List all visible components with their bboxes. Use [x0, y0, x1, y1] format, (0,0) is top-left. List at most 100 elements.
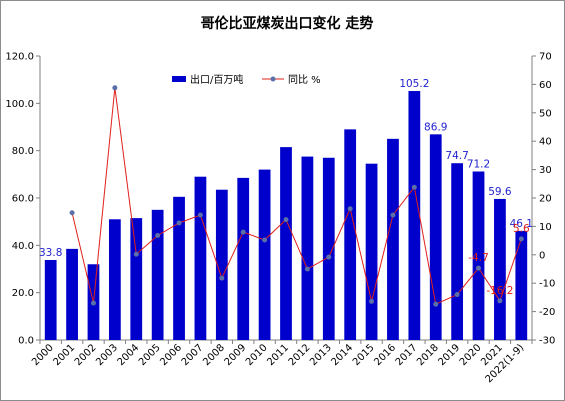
line-point	[283, 217, 289, 223]
line-point	[347, 206, 353, 212]
x-tick-label: 2007	[180, 342, 206, 368]
x-tick-label: 2005	[137, 342, 163, 368]
y-right-tick-label: 50	[539, 108, 552, 119]
bar-series	[44, 91, 528, 340]
y-left-tick-label: 0.0	[18, 336, 34, 347]
line-point	[176, 220, 182, 226]
y-left-tick-label: 80.0	[12, 146, 34, 157]
line-point	[240, 229, 246, 235]
bar	[365, 163, 378, 340]
bar	[301, 156, 314, 340]
bar-value-label: 46.1	[510, 218, 533, 230]
bar	[44, 260, 57, 340]
bar	[237, 177, 250, 340]
x-tick-label: 2013	[308, 342, 334, 368]
x-tick-label: 2008	[201, 342, 227, 368]
line-value-label: -4.7	[468, 252, 489, 264]
bar-value-label: 59.6	[488, 186, 512, 198]
y-left-tick-label: 100.0	[5, 99, 34, 110]
bar	[130, 218, 143, 340]
line-point	[197, 212, 203, 218]
line-point	[262, 237, 268, 243]
bar	[280, 147, 292, 340]
legend-bar-swatch	[172, 76, 186, 82]
y-right-tick-label: -30	[539, 336, 555, 347]
legend-line-marker	[270, 76, 276, 82]
bar-value-label: 74.7	[445, 150, 468, 162]
bar	[66, 248, 78, 340]
line-point	[304, 266, 310, 272]
line-point	[411, 184, 417, 190]
legend: 出口/百万吨 同比 %	[172, 73, 321, 86]
y-left-tick-label: 120.0	[5, 52, 34, 63]
bar	[173, 196, 185, 340]
bar	[108, 219, 121, 340]
line-value-label: 5.6	[513, 223, 530, 235]
line-value-label: -16.2	[486, 285, 513, 297]
line-point	[454, 292, 460, 298]
line-point	[390, 212, 396, 218]
bar	[451, 163, 464, 340]
bar	[215, 189, 228, 340]
y-right-tick-label: 70	[539, 52, 552, 63]
y-right-tick-label: 60	[539, 80, 552, 91]
bar	[472, 171, 485, 340]
bar	[515, 230, 528, 340]
line-point	[369, 298, 375, 304]
bar	[194, 176, 207, 340]
bar-value-label: 33.8	[39, 247, 62, 259]
bar-value-label: 86.9	[424, 121, 447, 133]
y-right-tick-label: -10	[539, 279, 555, 290]
legend-bar-label: 出口/百万吨	[190, 73, 243, 86]
x-tick-label: 2020	[458, 342, 484, 368]
x-tick-label: 2002	[73, 342, 99, 368]
x-tick-label: 2010	[244, 342, 270, 368]
y-left-tick-label: 20.0	[12, 288, 34, 299]
x-tick-label: 2019	[436, 342, 462, 368]
line-point	[518, 236, 524, 242]
line-point	[476, 265, 482, 271]
y-right-tick-label: 30	[539, 165, 552, 176]
x-tick-label: 2017	[394, 342, 420, 368]
y-right-tick-label: -20	[539, 307, 555, 318]
line-point	[155, 232, 161, 238]
x-tick-label: 2009	[223, 342, 249, 368]
line-point	[497, 298, 503, 304]
y-right-tick-label: 0	[539, 250, 545, 261]
y-right-tick-label: 10	[539, 222, 552, 233]
y-right-tick-label: 20	[539, 194, 552, 205]
x-tick-label: 2012	[287, 342, 313, 368]
line-point	[133, 251, 139, 257]
bar	[344, 129, 357, 340]
y-right-tick-label: 40	[539, 137, 552, 148]
line-point	[90, 300, 96, 306]
x-tick-label: 2014	[330, 342, 356, 368]
legend-line-label: 同比 %	[288, 74, 321, 86]
bar	[494, 198, 506, 340]
bar	[408, 91, 421, 340]
x-tick-label: 2016	[372, 342, 398, 368]
line-point	[219, 275, 225, 281]
bar	[322, 157, 335, 340]
x-tick-label: 2003	[94, 342, 120, 368]
line-series	[69, 85, 524, 307]
bar	[151, 209, 164, 340]
y-left-tick-label: 60.0	[12, 194, 34, 205]
chart-title: 哥伦比亚煤炭出口变化 走势	[201, 15, 374, 32]
line-path	[71, 87, 522, 305]
x-tick-label: 2001	[51, 342, 77, 368]
bar	[387, 138, 399, 340]
x-tick-label: 2006	[158, 342, 184, 368]
line-point	[326, 254, 332, 260]
line-point	[433, 301, 439, 307]
bar	[258, 169, 271, 340]
x-tick-label: 2011	[265, 342, 291, 368]
y-left-tick-label: 40.0	[12, 241, 34, 252]
line-point	[112, 85, 118, 91]
x-tick-label: 2018	[415, 342, 441, 368]
line-point	[69, 210, 75, 216]
x-tick-label: 2004	[116, 342, 142, 368]
x-tick-label: 2015	[351, 342, 377, 368]
bar-value-label: 71.2	[467, 158, 490, 170]
